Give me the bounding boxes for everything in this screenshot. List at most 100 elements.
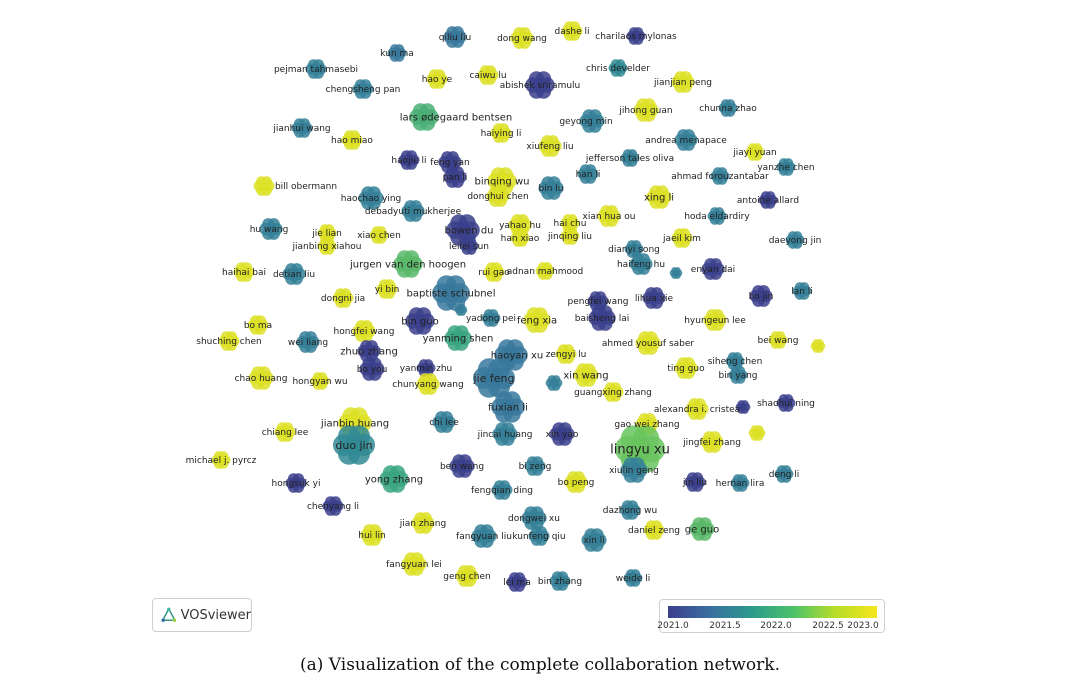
network-node[interactable]	[233, 262, 255, 282]
network-node[interactable]	[758, 191, 778, 209]
network-node[interactable]	[535, 262, 555, 280]
network-node[interactable]	[401, 200, 425, 222]
network-node[interactable]	[253, 176, 275, 196]
network-node[interactable]	[248, 366, 274, 390]
network-node[interactable]	[588, 305, 616, 331]
network-node[interactable]	[674, 357, 698, 379]
network-node[interactable]	[455, 565, 479, 587]
network-node[interactable]	[432, 275, 470, 311]
network-node[interactable]	[602, 382, 624, 402]
network-node[interactable]	[438, 151, 462, 173]
network-node[interactable]	[538, 176, 564, 200]
network-node[interactable]	[510, 27, 534, 49]
network-node[interactable]	[477, 65, 499, 85]
network-node[interactable]	[669, 267, 683, 279]
network-node[interactable]	[411, 512, 435, 534]
network-node[interactable]	[398, 150, 420, 170]
network-node[interactable]	[701, 258, 725, 280]
network-node[interactable]	[728, 366, 748, 384]
network-node[interactable]	[768, 331, 788, 349]
network-node[interactable]	[494, 339, 528, 371]
network-node[interactable]	[629, 253, 653, 275]
network-node[interactable]	[626, 27, 646, 45]
network-node[interactable]	[549, 422, 575, 446]
network-node[interactable]	[564, 471, 588, 493]
network-node[interactable]	[703, 309, 727, 331]
network-node[interactable]	[333, 425, 375, 465]
network-node[interactable]	[379, 465, 409, 493]
network-node[interactable]	[633, 98, 659, 122]
network-node[interactable]	[405, 307, 435, 335]
network-node[interactable]	[523, 307, 551, 333]
network-node[interactable]	[393, 250, 423, 278]
network-node[interactable]	[561, 21, 583, 41]
network-node[interactable]	[426, 69, 448, 89]
network-node[interactable]	[332, 288, 354, 308]
network-node[interactable]	[608, 59, 628, 77]
network-node[interactable]	[684, 472, 706, 492]
network-node[interactable]	[581, 528, 607, 552]
network-node[interactable]	[671, 228, 693, 248]
network-node[interactable]	[352, 320, 376, 342]
network-node[interactable]	[285, 473, 307, 493]
network-node[interactable]	[359, 357, 385, 381]
network-node[interactable]	[718, 99, 738, 117]
network-node[interactable]	[689, 517, 715, 541]
network-node[interactable]	[369, 226, 389, 244]
network-node[interactable]	[296, 331, 320, 353]
network-node[interactable]	[623, 569, 643, 587]
network-node[interactable]	[730, 474, 750, 492]
network-node[interactable]	[646, 185, 672, 209]
network-node[interactable]	[459, 237, 479, 255]
network-node[interactable]	[674, 129, 698, 151]
network-node[interactable]	[491, 480, 513, 500]
network-node[interactable]	[642, 287, 666, 309]
network-node[interactable]	[560, 227, 580, 245]
network-node[interactable]	[341, 130, 363, 150]
network-node[interactable]	[486, 185, 510, 207]
network-node[interactable]	[745, 143, 765, 161]
network-node[interactable]	[211, 451, 231, 469]
network-node[interactable]	[579, 109, 605, 133]
network-node[interactable]	[671, 71, 695, 93]
network-node[interactable]	[491, 391, 525, 423]
network-node[interactable]	[282, 263, 306, 285]
network-node[interactable]	[506, 572, 528, 592]
network-node[interactable]	[490, 123, 512, 143]
network-node[interactable]	[577, 164, 599, 184]
network-node[interactable]	[259, 218, 283, 240]
network-node[interactable]	[471, 524, 497, 548]
network-node[interactable]	[620, 149, 640, 167]
network-node[interactable]	[643, 520, 665, 540]
network-node[interactable]	[305, 59, 327, 79]
network-node[interactable]	[443, 26, 467, 48]
network-node[interactable]	[416, 373, 440, 395]
network-node[interactable]	[635, 331, 661, 355]
network-node[interactable]	[528, 526, 550, 546]
network-node[interactable]	[473, 358, 515, 398]
network-node[interactable]	[376, 279, 398, 299]
network-node[interactable]	[247, 315, 269, 335]
network-node[interactable]	[481, 309, 501, 327]
network-node[interactable]	[291, 118, 313, 138]
network-node[interactable]	[360, 524, 384, 546]
network-node[interactable]	[322, 496, 344, 516]
network-node[interactable]	[310, 372, 330, 390]
network-node[interactable]	[508, 214, 532, 236]
network-node[interactable]	[573, 363, 599, 387]
network-node[interactable]	[317, 237, 337, 255]
network-node[interactable]	[483, 262, 505, 282]
network-node[interactable]	[810, 339, 826, 353]
vosviewer-button[interactable]: VOSviewer	[152, 598, 252, 632]
network-node[interactable]	[449, 454, 475, 478]
network-node[interactable]	[510, 229, 530, 247]
network-node[interactable]	[785, 231, 805, 249]
network-node[interactable]	[614, 425, 666, 473]
network-node[interactable]	[521, 506, 547, 530]
network-node[interactable]	[545, 375, 563, 391]
network-node[interactable]	[710, 167, 730, 185]
network-node[interactable]	[774, 465, 794, 483]
network-node[interactable]	[409, 103, 439, 131]
network-node[interactable]	[707, 207, 727, 225]
network-node[interactable]	[776, 394, 796, 412]
